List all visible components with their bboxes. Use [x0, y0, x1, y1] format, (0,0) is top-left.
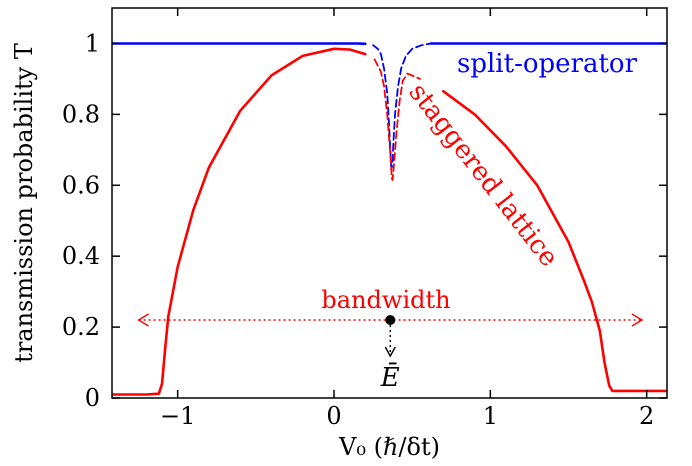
ticks-layer: −1 0 1 2 0 0.2 0.4 0.6 0.8 1 [62, 8, 667, 430]
y-tick-label: 0.8 [62, 100, 100, 128]
y-tick-label: 0 [85, 384, 100, 412]
energy-label: Ē [380, 362, 400, 393]
split-operator-label: split-operator [457, 49, 638, 79]
series-staggered-lattice-dip-line [373, 58, 421, 181]
y-axis-title: transmission probability T [10, 43, 38, 363]
x-tick-label: 2 [639, 402, 654, 430]
staggered-lattice-label: staggered lattice [402, 78, 563, 273]
series-split-operator-dip-line [372, 42, 432, 169]
curves-layer [112, 42, 667, 396]
energy-arrowhead [384, 346, 396, 358]
bandwidth-arrowhead-left [137, 313, 149, 327]
x-tick-label: −1 [160, 402, 195, 430]
y-tick-label: 1 [85, 29, 100, 57]
energy-marker [385, 315, 396, 325]
x-tick-label: 0 [326, 402, 341, 430]
x-tick-label: 1 [483, 402, 498, 430]
annotations-layer [137, 313, 644, 358]
y-tick-label: 0.6 [62, 171, 100, 199]
plot-frame [111, 7, 668, 399]
x-axis-title: V₀ (ℏ/δt) [338, 433, 440, 461]
bandwidth-label: bandwidth [321, 286, 450, 314]
series-staggered-lattice-left-line [112, 47, 367, 396]
series-staggered-lattice-right-line [442, 90, 667, 393]
y-tick-label: 0.4 [62, 242, 100, 270]
y-tick-label: 0.2 [62, 313, 100, 341]
bandwidth-arrowhead-right [631, 313, 644, 327]
